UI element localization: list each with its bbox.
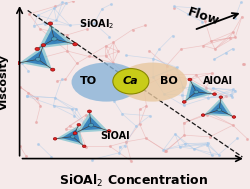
Circle shape — [16, 62, 20, 65]
Text: TO: TO — [80, 76, 98, 86]
Circle shape — [82, 145, 86, 148]
Polygon shape — [185, 80, 213, 101]
Circle shape — [73, 132, 77, 135]
Circle shape — [73, 43, 77, 46]
Circle shape — [89, 123, 94, 127]
Circle shape — [188, 78, 192, 81]
Polygon shape — [61, 129, 80, 143]
Polygon shape — [43, 29, 68, 45]
Text: Flow: Flow — [186, 6, 221, 28]
Circle shape — [35, 47, 40, 51]
Polygon shape — [81, 116, 103, 130]
Circle shape — [53, 138, 57, 140]
Circle shape — [36, 57, 41, 61]
Polygon shape — [19, 46, 52, 69]
Circle shape — [70, 135, 75, 138]
Circle shape — [107, 130, 111, 132]
Polygon shape — [38, 25, 74, 48]
Circle shape — [201, 114, 205, 116]
Circle shape — [50, 68, 55, 71]
Circle shape — [48, 22, 53, 25]
Circle shape — [113, 69, 149, 94]
Ellipse shape — [118, 63, 187, 102]
Polygon shape — [188, 84, 208, 98]
Ellipse shape — [72, 63, 141, 102]
Circle shape — [217, 108, 222, 111]
Text: Viscosity: Viscosity — [0, 54, 9, 110]
Circle shape — [219, 96, 223, 98]
Polygon shape — [204, 98, 233, 117]
Circle shape — [51, 37, 57, 41]
Polygon shape — [76, 112, 108, 133]
Polygon shape — [25, 50, 48, 66]
Circle shape — [77, 123, 81, 126]
Text: AlOAl: AlOAl — [203, 76, 233, 86]
Text: Ca: Ca — [123, 76, 139, 86]
Text: BO: BO — [160, 76, 178, 86]
Circle shape — [212, 93, 216, 95]
Text: SiOAl$_2$ Concentration: SiOAl$_2$ Concentration — [59, 173, 208, 189]
Polygon shape — [56, 125, 84, 146]
Polygon shape — [209, 102, 229, 114]
Circle shape — [232, 116, 236, 118]
Text: SiOAl: SiOAl — [100, 131, 130, 141]
Circle shape — [182, 101, 186, 103]
Circle shape — [194, 90, 198, 94]
Text: SiOAl$_2$: SiOAl$_2$ — [79, 17, 114, 31]
Circle shape — [88, 110, 92, 113]
Circle shape — [41, 44, 46, 47]
